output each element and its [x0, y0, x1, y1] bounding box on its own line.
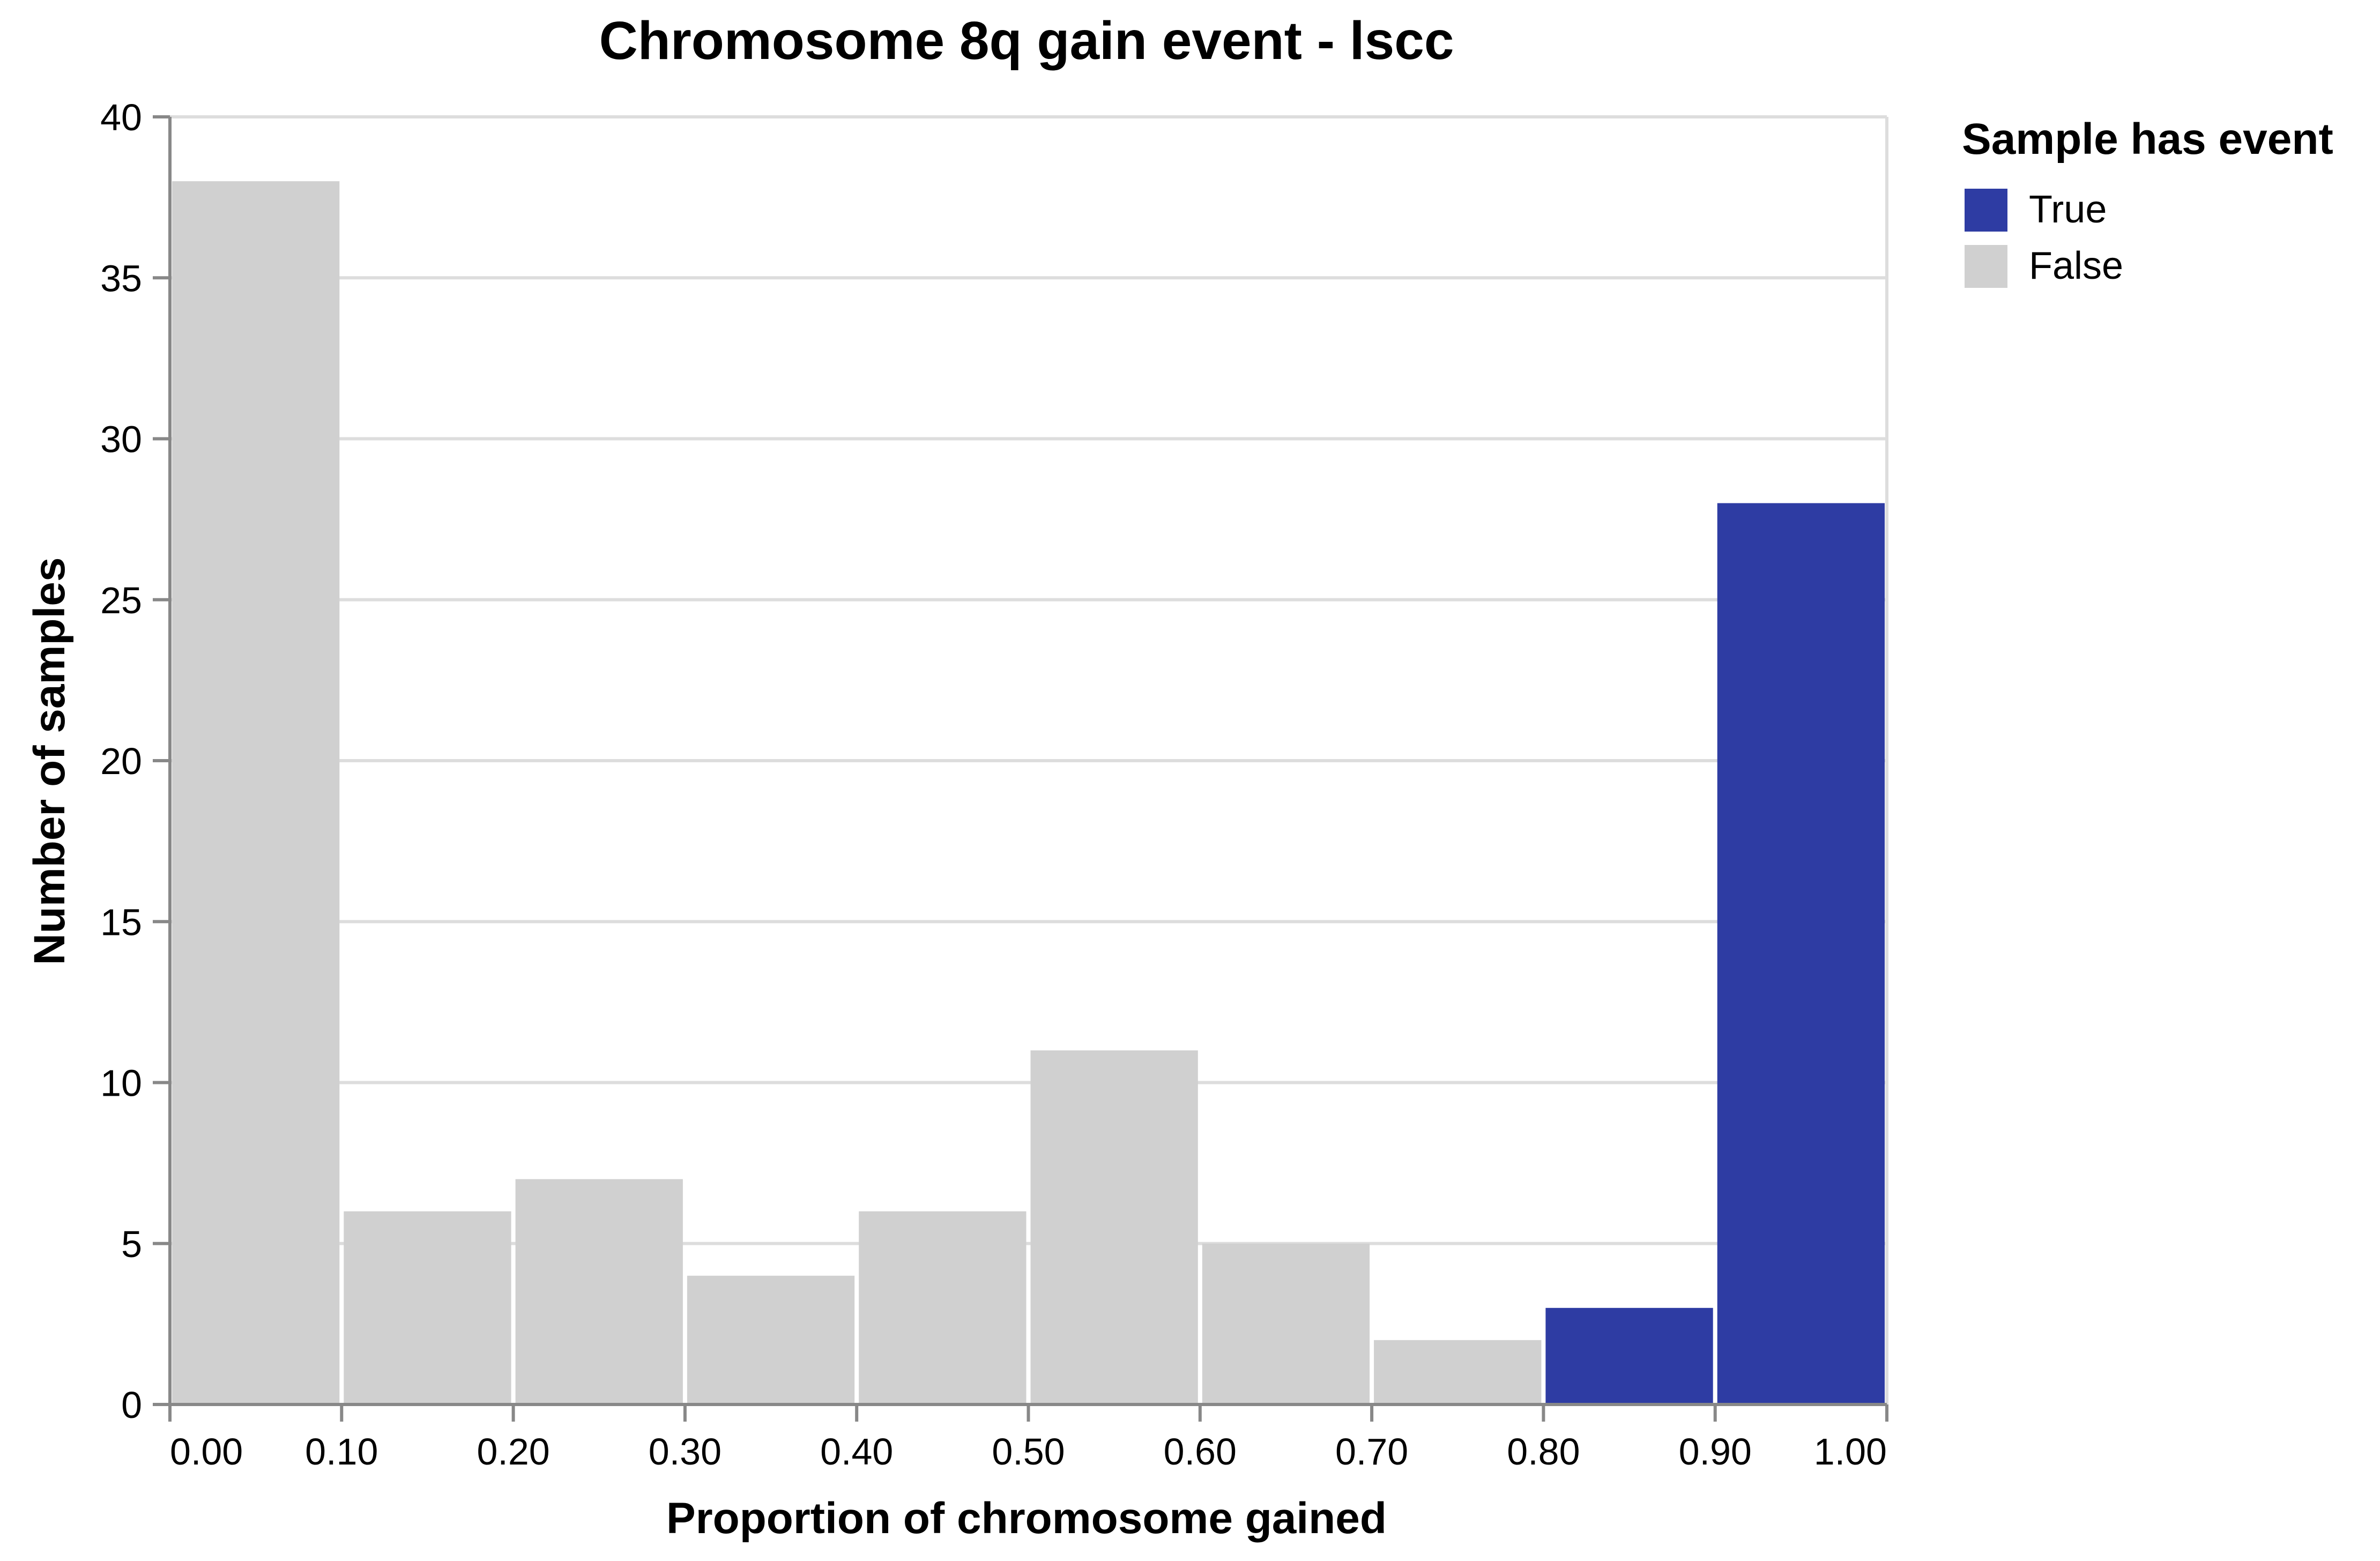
bar-6: [1202, 1243, 1370, 1404]
legend-title: Sample has event: [1962, 115, 2333, 163]
y-tick-label-2: 10: [100, 1062, 142, 1104]
y-tick-label-4: 20: [100, 740, 142, 782]
y-tick-label-3: 15: [100, 901, 142, 943]
x-tick-label-6: 0.60: [1164, 1431, 1237, 1473]
bar-1: [344, 1211, 511, 1404]
tick-labels: 0 5 10 15 20 25 30 35 40 0.00 0.10 0.20 0.30 0.40 0.50…: [100, 96, 1887, 1473]
legend-label-true: True: [2029, 188, 2107, 231]
x-tick-label-3: 0.30: [649, 1431, 722, 1473]
legend: Sample has event True False: [1962, 115, 2333, 288]
bar-4: [859, 1211, 1027, 1404]
y-tick-label-5: 25: [100, 579, 142, 621]
bar-7: [1374, 1340, 1542, 1404]
x-axis-title: Proportion of chromosome gained: [666, 1494, 1387, 1543]
axes: [153, 115, 1888, 1422]
bar-9: [1717, 503, 1885, 1404]
x-tick-label-4: 0.40: [820, 1431, 893, 1473]
y-tick-label-7: 35: [100, 257, 142, 299]
x-tick-label-0: 0.00: [170, 1431, 243, 1473]
x-tick-label-5: 0.50: [992, 1431, 1065, 1473]
x-tick-label-10: 1.00: [1814, 1431, 1887, 1473]
x-tick-label-9: 0.90: [1679, 1431, 1752, 1473]
x-tick-label-7: 0.70: [1335, 1431, 1408, 1473]
x-tick-label-2: 0.20: [477, 1431, 549, 1473]
y-tick-label-0: 0: [121, 1384, 142, 1426]
y-tick-label-8: 40: [100, 96, 142, 138]
bar-0: [172, 181, 340, 1404]
chart-title: Chromosome 8q gain event - lscc: [599, 11, 1454, 71]
x-tick-label-8: 0.80: [1507, 1431, 1580, 1473]
y-tick-label-1: 5: [121, 1223, 142, 1265]
y-axis-title: Number of samples: [25, 558, 74, 965]
bar-2: [515, 1179, 683, 1404]
y-tick-label-6: 30: [100, 419, 142, 460]
legend-swatch-true: [1965, 189, 2007, 232]
bar-5: [1030, 1050, 1198, 1404]
legend-label-false: False: [2029, 244, 2123, 287]
legend-swatch-false: [1965, 245, 2007, 288]
x-tick-label-1: 0.10: [305, 1431, 378, 1473]
bar-8: [1545, 1307, 1713, 1404]
histogram-bars: [172, 181, 1885, 1404]
bar-3: [687, 1275, 855, 1404]
